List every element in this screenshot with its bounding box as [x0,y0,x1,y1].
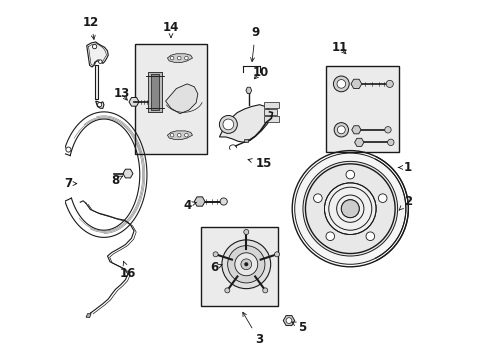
Text: 15: 15 [247,157,271,170]
Text: 9: 9 [250,27,259,62]
Polygon shape [283,316,294,325]
Circle shape [234,253,257,276]
Circle shape [274,252,279,257]
Circle shape [227,246,264,283]
Circle shape [66,147,71,152]
Text: 2: 2 [398,195,411,210]
Text: 13: 13 [114,87,130,100]
Text: 6: 6 [209,261,222,274]
Circle shape [337,126,345,134]
Circle shape [177,56,181,60]
FancyBboxPatch shape [201,226,277,306]
Polygon shape [96,101,104,108]
Polygon shape [150,74,159,110]
Polygon shape [350,79,361,89]
Text: 14: 14 [163,21,179,37]
Text: 11: 11 [331,41,347,54]
Circle shape [333,123,348,137]
Circle shape [285,318,291,323]
Circle shape [378,194,386,202]
Circle shape [177,134,181,137]
Circle shape [244,262,247,266]
Polygon shape [122,169,133,178]
Circle shape [341,200,359,218]
Circle shape [99,60,102,63]
FancyBboxPatch shape [325,66,398,152]
Circle shape [384,127,390,133]
Circle shape [386,80,392,87]
Polygon shape [264,116,278,122]
Circle shape [294,153,405,264]
Circle shape [333,76,348,92]
Circle shape [244,229,248,234]
Polygon shape [219,105,270,142]
Polygon shape [351,126,360,134]
Circle shape [92,44,97,49]
Polygon shape [245,87,251,94]
Circle shape [213,252,218,257]
Polygon shape [86,42,108,67]
Text: 4: 4 [183,199,196,212]
Polygon shape [147,72,162,112]
FancyBboxPatch shape [135,44,206,154]
Text: 12: 12 [83,16,99,39]
Circle shape [324,183,375,234]
Circle shape [222,240,270,289]
Circle shape [224,288,229,293]
Text: 5: 5 [291,320,305,333]
Polygon shape [354,138,363,147]
Circle shape [241,259,251,270]
Circle shape [223,119,233,130]
Circle shape [220,198,227,205]
Circle shape [170,56,174,60]
Circle shape [170,134,174,137]
Polygon shape [264,102,278,108]
Text: 3: 3 [243,312,263,346]
Polygon shape [86,314,91,318]
Polygon shape [167,54,192,62]
Polygon shape [150,74,159,110]
Polygon shape [147,72,162,112]
Circle shape [313,194,322,202]
Text: 1: 1 [398,161,411,174]
Circle shape [365,232,374,240]
Polygon shape [244,139,247,142]
Circle shape [346,170,354,179]
Text: 8: 8 [111,174,122,186]
Text: 10: 10 [252,66,268,79]
Circle shape [336,80,345,88]
Circle shape [97,103,102,107]
Polygon shape [94,65,98,99]
Text: 16: 16 [120,261,136,280]
Polygon shape [264,109,277,115]
Circle shape [184,134,188,137]
Text: 7: 7 [64,177,77,190]
Circle shape [262,288,267,293]
Polygon shape [194,197,204,206]
Circle shape [184,56,188,60]
Circle shape [303,161,397,256]
Circle shape [325,232,334,240]
Polygon shape [165,84,198,114]
Polygon shape [129,98,139,106]
Circle shape [387,139,393,145]
Circle shape [219,116,237,134]
Polygon shape [167,131,192,139]
